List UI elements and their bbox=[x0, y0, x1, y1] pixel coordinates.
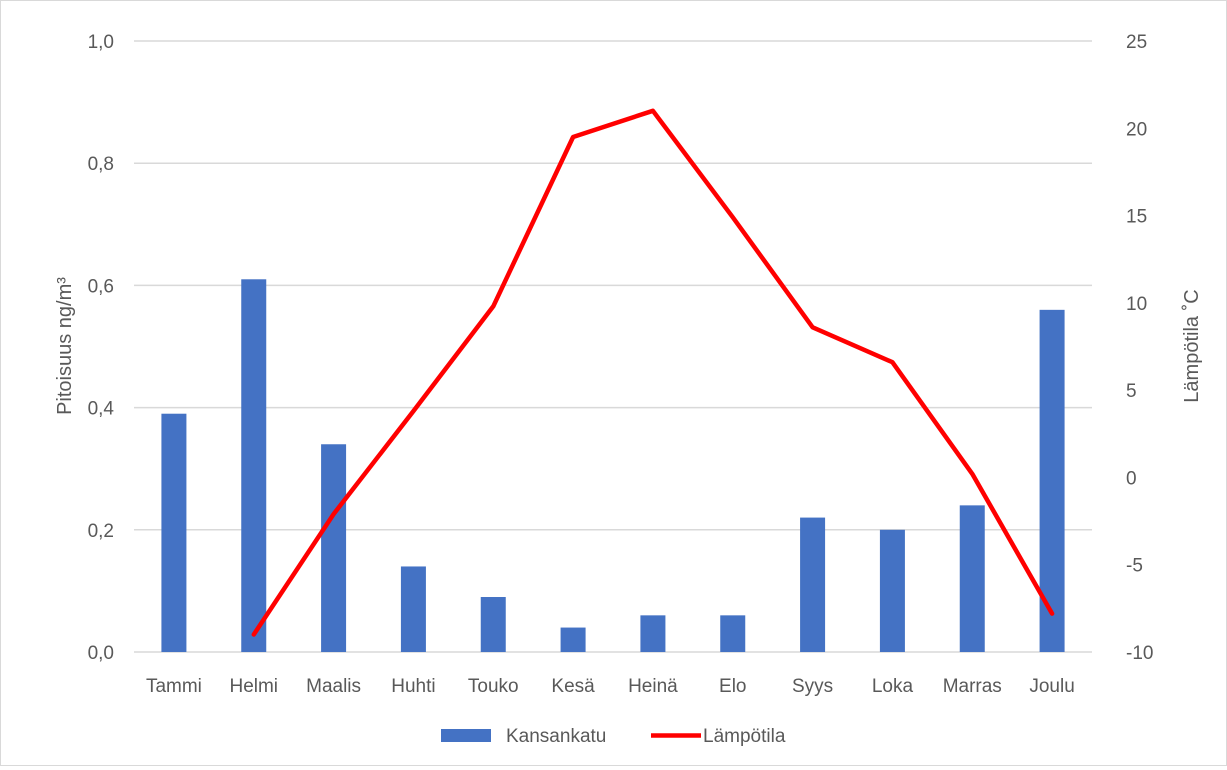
left-tick-label: 0,4 bbox=[88, 399, 115, 420]
right-tick-label: 25 bbox=[1126, 32, 1147, 53]
right-tick-label: -10 bbox=[1126, 643, 1153, 664]
left-axis-ticks: 0,0 0,2 0,4 0,6 0,8 1,0 bbox=[88, 32, 115, 664]
line-series bbox=[254, 111, 1053, 635]
legend: Kansankatu Lämpötila bbox=[441, 726, 786, 747]
bar bbox=[401, 566, 426, 652]
x-tick-label: Maalis bbox=[306, 676, 361, 697]
x-tick-label: Elo bbox=[719, 676, 746, 697]
bar bbox=[960, 505, 985, 652]
x-tick-label: Tammi bbox=[146, 676, 202, 697]
right-axis-ticks: -10 -5 0 5 10 15 20 25 bbox=[1126, 32, 1153, 664]
temperature-line bbox=[254, 111, 1052, 635]
right-tick-label: 15 bbox=[1126, 207, 1147, 228]
left-tick-label: 0,0 bbox=[88, 643, 114, 664]
bar bbox=[800, 518, 825, 652]
bar bbox=[321, 444, 346, 652]
legend-swatch-bar bbox=[441, 729, 491, 742]
left-tick-label: 1,0 bbox=[88, 32, 114, 53]
right-tick-label: -5 bbox=[1126, 556, 1143, 577]
x-tick-label: Touko bbox=[468, 676, 519, 697]
bar-series bbox=[161, 279, 1064, 652]
right-tick-label: 10 bbox=[1126, 294, 1147, 315]
left-axis-title: Pitoisuus ng/m³ bbox=[54, 277, 76, 415]
x-axis-ticks: Tammi Helmi Maalis Huhti Touko Kesä Heinä Elo Sy… bbox=[146, 676, 1075, 697]
right-tick-label: 0 bbox=[1126, 468, 1137, 489]
bar bbox=[481, 597, 506, 652]
x-tick-label: Kesä bbox=[551, 676, 595, 697]
x-tick-label: Joulu bbox=[1029, 676, 1074, 697]
x-tick-label: Heinä bbox=[628, 676, 678, 697]
x-tick-label: Syys bbox=[792, 676, 833, 697]
bar bbox=[161, 414, 186, 652]
legend-label-bar: Kansankatu bbox=[506, 726, 606, 747]
left-tick-label: 0,2 bbox=[88, 521, 114, 542]
right-tick-label: 5 bbox=[1126, 381, 1137, 402]
x-tick-label: Loka bbox=[872, 676, 914, 697]
bar bbox=[640, 615, 665, 652]
left-tick-label: 0,6 bbox=[88, 276, 114, 297]
x-tick-label: Helmi bbox=[229, 676, 278, 697]
bar bbox=[880, 530, 905, 652]
bar bbox=[720, 615, 745, 652]
right-tick-label: 20 bbox=[1126, 119, 1147, 140]
x-tick-label: Marras bbox=[943, 676, 1002, 697]
bar bbox=[561, 628, 586, 652]
legend-label-line: Lämpötila bbox=[703, 726, 786, 747]
bar bbox=[241, 279, 266, 652]
right-axis-title: Lämpötila ˚C bbox=[1181, 289, 1203, 402]
x-tick-label: Huhti bbox=[391, 676, 435, 697]
gridlines bbox=[134, 41, 1092, 652]
left-tick-label: 0,8 bbox=[88, 154, 114, 175]
